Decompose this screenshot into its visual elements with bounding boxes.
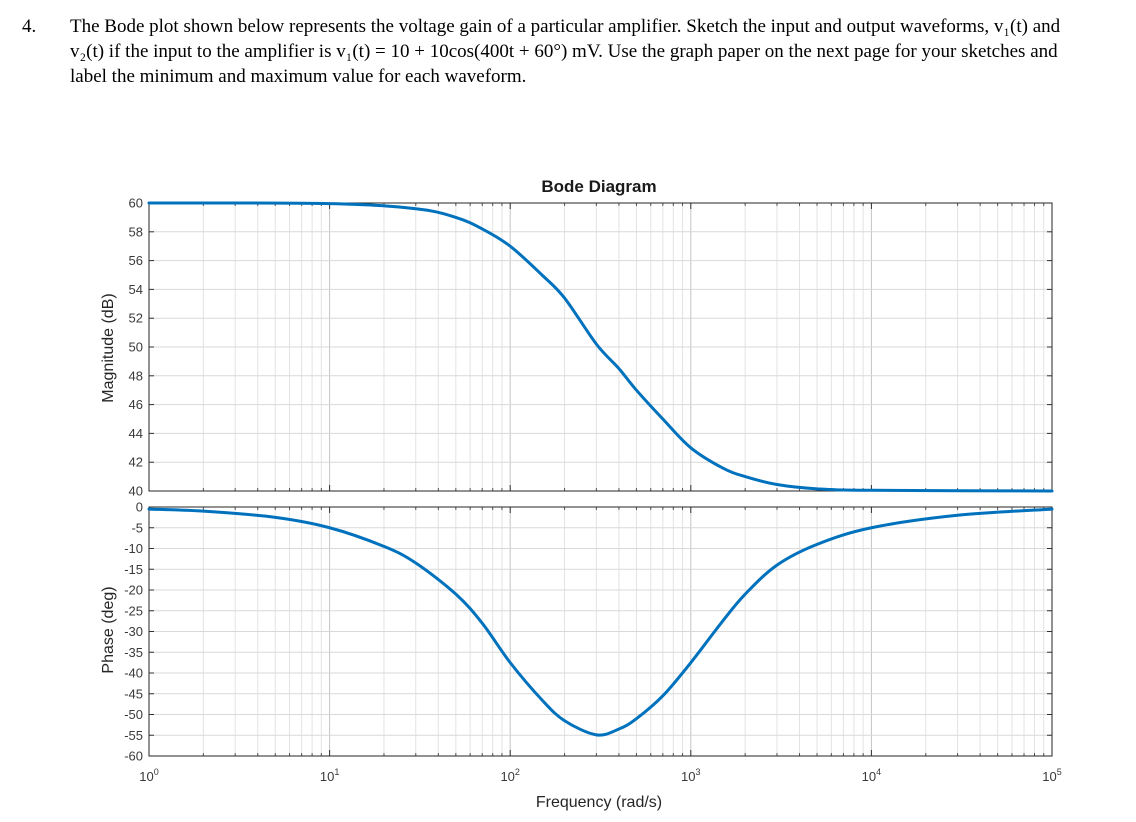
phase-data-point (542, 699, 543, 700)
phase-y-tick-label: -60 (124, 749, 143, 764)
magnitude-y-tick-label: 60 (129, 196, 143, 211)
phase-y-tick-label: -5 (131, 520, 143, 535)
magnitude-data-point (690, 447, 691, 448)
problem-line-3: label the minimum and maximum value for … (70, 66, 527, 87)
x-axis-label: Frequency (rad/s) (536, 794, 662, 811)
magnitude-data-point (817, 488, 818, 489)
phase-y-tick-label: -50 (124, 707, 143, 722)
x-tick-label: 101 (320, 767, 339, 784)
phase-data-point (817, 544, 818, 545)
chart-title: Bode Diagram (541, 177, 656, 196)
magnitude-y-tick-label: 52 (129, 311, 143, 326)
magnitude-data-point (510, 246, 511, 247)
phase-data-point (329, 527, 330, 528)
phase-data-point (662, 695, 663, 696)
phase-y-tick-label: 0 (136, 500, 143, 515)
magnitude-data-point (636, 390, 637, 391)
magnitude-data-point (482, 228, 483, 229)
phase-data-point (482, 623, 483, 624)
phase-data-point (149, 509, 150, 510)
phase-data-point (745, 594, 746, 595)
magnitude-data-point (564, 298, 565, 299)
magnitude-data-point (415, 208, 416, 209)
phase-data-point (203, 511, 204, 512)
problem-line-2: v₂(t) if the input to the amplifier is v… (70, 41, 1058, 62)
phase-y-tick-label: -45 (124, 686, 143, 701)
magnitude-y-axis-label: Magnitude (dB) (100, 293, 117, 402)
phase-data-point (383, 546, 384, 547)
phase-data-point (275, 517, 276, 518)
magnitude-data-point (662, 419, 663, 420)
magnitude-axes-box (148, 202, 1053, 492)
magnitude-data-point (542, 275, 543, 276)
magnitude-data-point (871, 490, 872, 491)
phase-data-point (415, 563, 416, 564)
magnitude-data-point (596, 344, 597, 345)
phase-y-tick-label: -35 (124, 645, 143, 660)
phase-y-tick-label: -40 (124, 666, 143, 681)
phase-y-tick-label: -30 (124, 624, 143, 639)
phase-data-point (776, 565, 777, 566)
magnitude-y-tick-label: 56 (129, 253, 143, 268)
phase-y-tick-label: -55 (124, 728, 143, 743)
phase-y-tick-label: -20 (124, 583, 143, 598)
magnitude-y-tick-label: 54 (129, 282, 143, 297)
x-tick-label: 104 (862, 767, 881, 784)
problem-line-1: The Bode plot shown below represents the… (70, 16, 1061, 37)
phase-data-point (618, 729, 619, 730)
phase-data-point (871, 527, 872, 528)
problem-number: 4. (22, 16, 37, 37)
phase-y-axis-label: Phase (deg) (100, 586, 117, 673)
phase-data-point (722, 621, 723, 622)
magnitude-series-line (147, 201, 1054, 493)
x-tick-label: 105 (1042, 767, 1061, 784)
phase-data-point (636, 718, 637, 719)
phase-data-point (455, 594, 456, 595)
magnitude-y-tick-label: 48 (129, 368, 143, 383)
magnitude-data-point (149, 203, 150, 204)
phase-data-point (510, 662, 511, 663)
magnitude-y-tick-label: 50 (129, 340, 143, 355)
magnitude-data-point (722, 467, 723, 468)
magnitude-data-point (455, 217, 456, 218)
phase-data-point (1052, 509, 1053, 510)
magnitude-data-point (776, 484, 777, 485)
magnitude-data-point (1052, 491, 1053, 492)
phase-data-point (957, 515, 958, 516)
magnitude-y-tick-label: 44 (129, 426, 143, 441)
x-tick-label: 103 (681, 767, 700, 784)
phase-data-point (564, 720, 565, 721)
phase-series-line (147, 507, 1054, 737)
magnitude-y-tick-label: 58 (129, 224, 143, 239)
x-tick-label: 102 (500, 767, 519, 784)
magnitude-y-tick-label: 42 (129, 455, 143, 470)
magnitude-data-point (745, 476, 746, 477)
magnitude-data-point (329, 203, 330, 204)
problem-text: The Bode plot shown below represents the… (70, 14, 1120, 89)
phase-y-tick-label: -25 (124, 603, 143, 618)
phase-data-point (690, 662, 691, 663)
magnitude-y-tick-label: 46 (129, 397, 143, 412)
x-tick-label: 100 (139, 767, 158, 784)
magnitude-y-tick-label: 40 (129, 484, 143, 499)
phase-y-tick-label: -15 (124, 562, 143, 577)
phase-y-tick-label: -10 (124, 541, 143, 556)
magnitude-data-point (618, 368, 619, 369)
phase-data-point (596, 734, 597, 735)
phase-axes-box (148, 506, 1053, 757)
